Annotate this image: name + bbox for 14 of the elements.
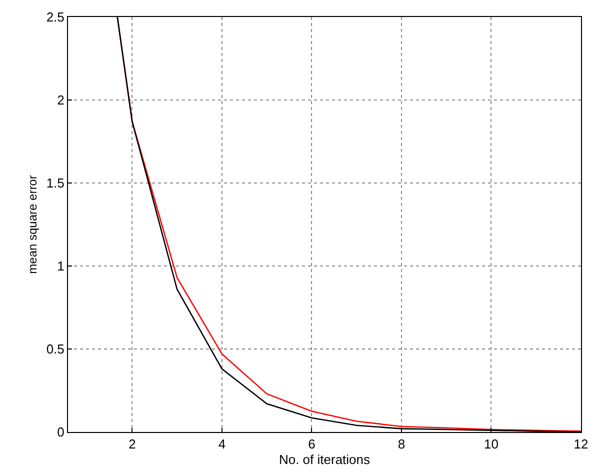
x-tick-label: 2: [128, 436, 136, 452]
x-tick-label: 4: [218, 436, 226, 452]
x-tick-label: 6: [308, 436, 316, 452]
y-tick-label: 1.5: [46, 176, 64, 191]
y-tick-label: 1: [57, 258, 64, 274]
y-tick-label: 0.5: [46, 342, 64, 357]
x-axis-title: No. of iterations: [278, 452, 371, 468]
y-tick-label: 2: [57, 92, 64, 108]
x-tick-label: 12: [574, 436, 588, 452]
y-tick-label: 0: [57, 424, 64, 440]
y-tick-label: 2.5: [46, 10, 64, 25]
x-tick-label: 10: [484, 436, 498, 452]
y-axis-title: mean square error: [26, 175, 40, 274]
x-tick-label: 8: [398, 436, 406, 452]
